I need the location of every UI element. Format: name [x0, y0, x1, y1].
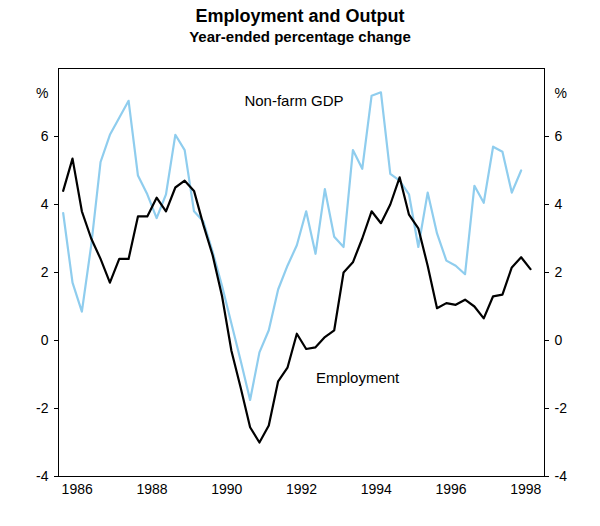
- svg-text:2: 2: [41, 264, 49, 280]
- html-text:Employment and Output: Employment and Output: [195, 6, 405, 26]
- svg-text:-4: -4: [555, 468, 568, 484]
- svg-text:2: 2: [555, 264, 563, 280]
- svg-text:Employment: Employment: [316, 369, 400, 386]
- svg-text:1998: 1998: [510, 481, 541, 497]
- svg-text:1986: 1986: [62, 481, 93, 497]
- svg-text:-2: -2: [36, 400, 49, 416]
- svg-text:1988: 1988: [136, 481, 167, 497]
- svg-text:0: 0: [555, 332, 563, 348]
- svg-text:1990: 1990: [211, 481, 242, 497]
- svg-text:-2: -2: [555, 400, 568, 416]
- svg-text:1994: 1994: [361, 481, 392, 497]
- html-text:Year-ended percentage change: Year-ended percentage change: [189, 28, 411, 45]
- svg-text:%: %: [36, 85, 48, 101]
- svg-text:-4: -4: [36, 468, 49, 484]
- svg-text:4: 4: [41, 196, 49, 212]
- svg-text:0: 0: [41, 332, 49, 348]
- svg-text:%: %: [555, 85, 567, 101]
- svg-text:6: 6: [41, 128, 49, 144]
- svg-text:6: 6: [555, 128, 563, 144]
- svg-text:1996: 1996: [435, 481, 466, 497]
- svg-text:Non-farm GDP: Non-farm GDP: [244, 92, 343, 109]
- svg-text:4: 4: [555, 196, 563, 212]
- svg-text:1992: 1992: [286, 481, 317, 497]
